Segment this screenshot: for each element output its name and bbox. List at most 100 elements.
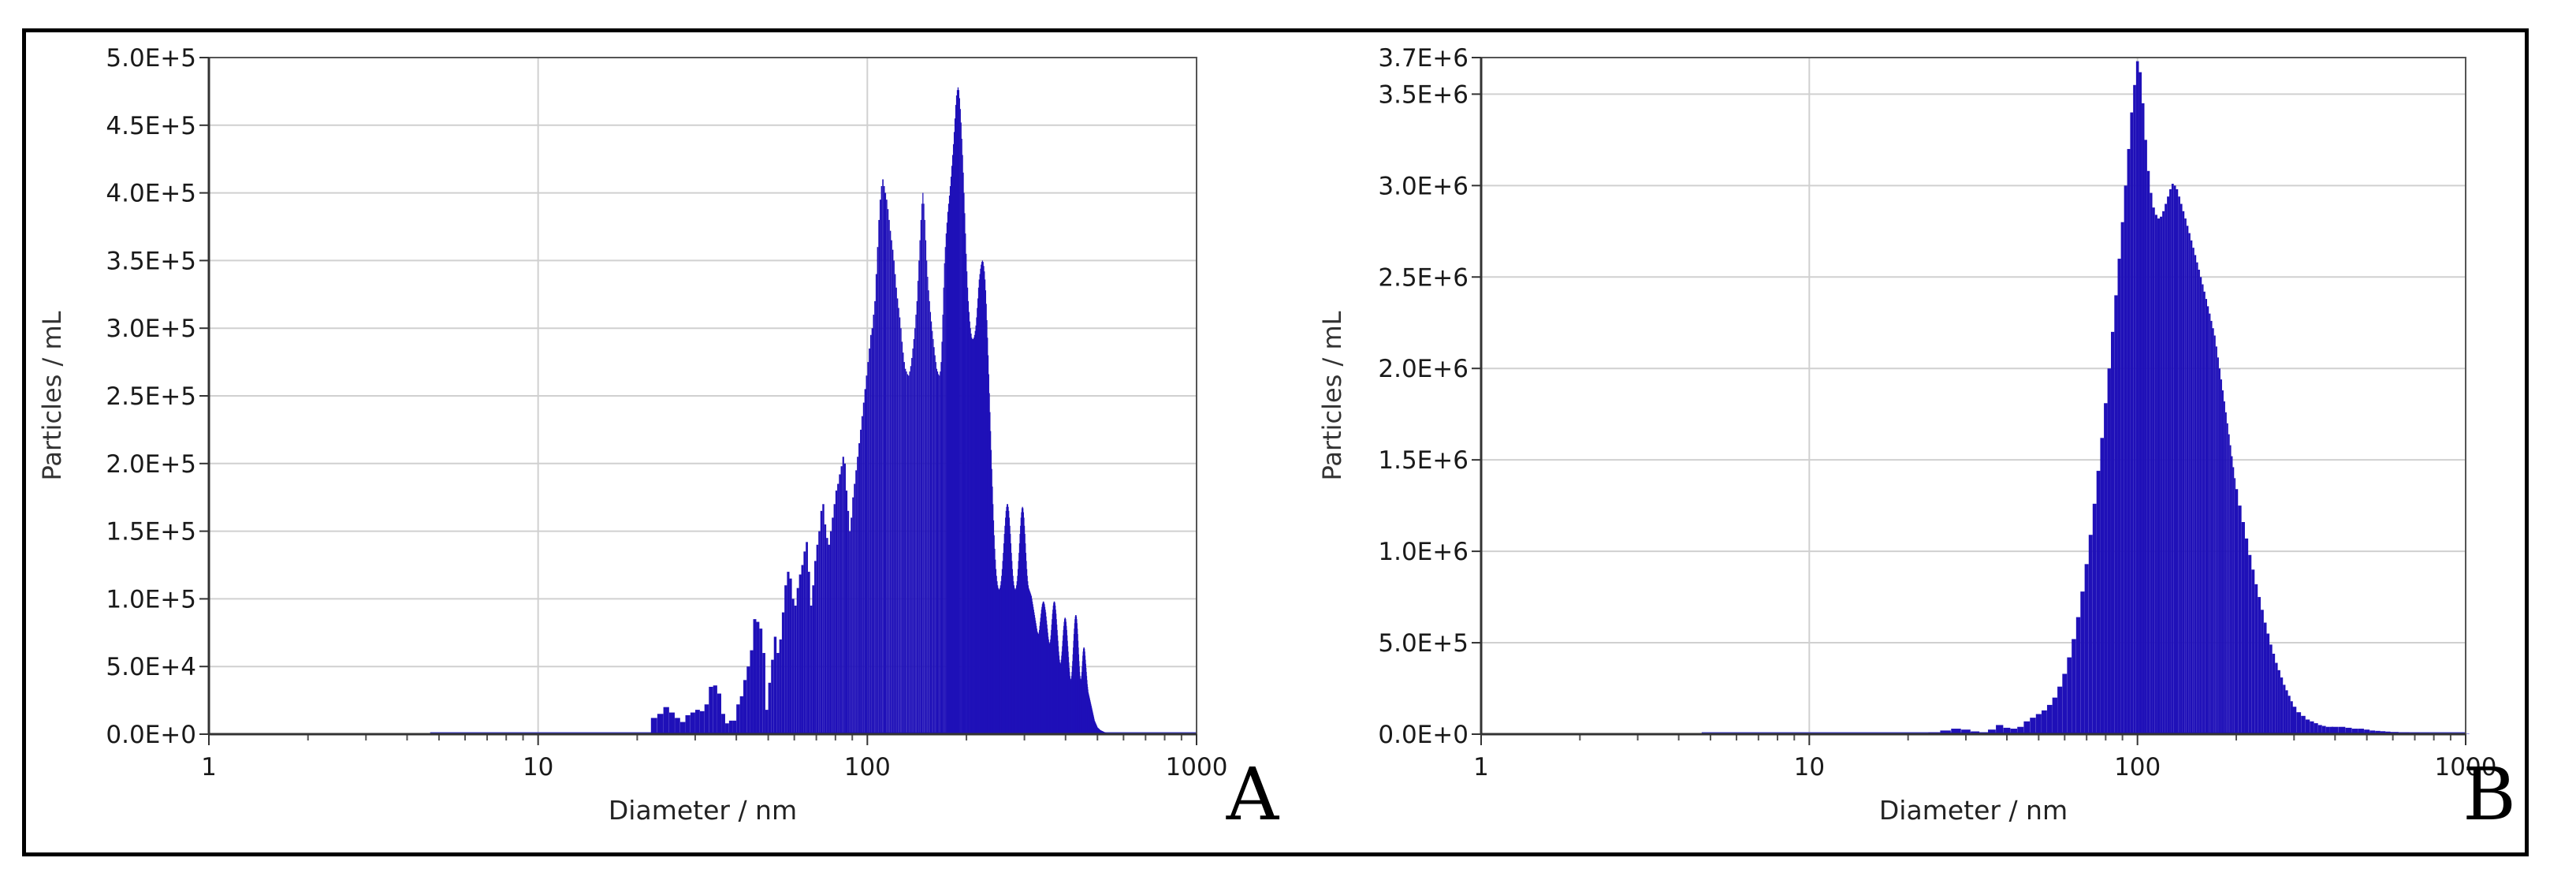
y-tick-label: 3.5E+6 <box>1378 80 1469 109</box>
bar <box>739 696 743 734</box>
bar <box>2114 295 2118 734</box>
bar <box>1000 585 1001 734</box>
bar <box>781 612 785 734</box>
bar <box>704 704 709 734</box>
bar <box>728 720 733 734</box>
bar <box>904 368 906 734</box>
y-tick-label: 1.5E+5 <box>106 518 196 546</box>
bar <box>2212 328 2214 734</box>
bar <box>1011 569 1014 734</box>
bar <box>1022 512 1024 734</box>
bar <box>985 304 987 734</box>
bar <box>926 260 928 734</box>
bar <box>891 240 892 734</box>
bar <box>2269 644 2273 734</box>
bar <box>906 374 909 734</box>
x-tick-label: 100 <box>844 753 891 781</box>
bar <box>927 276 929 734</box>
bar <box>2358 729 2364 734</box>
bar <box>972 338 973 734</box>
bar <box>861 416 863 734</box>
bar <box>822 504 825 734</box>
bar <box>901 341 903 734</box>
bar <box>990 431 992 734</box>
bar <box>779 639 782 734</box>
bar <box>967 300 970 734</box>
bar <box>869 334 872 734</box>
bar <box>918 260 920 734</box>
bar <box>966 287 969 735</box>
chart-panel-b: 0.0E+0 5.0E+5 1.0E+6 1.5E+6 2.0E+6 2.5E+6 3.0E… <box>1317 44 2516 837</box>
bar <box>2221 390 2224 734</box>
chart-panel-a: 0.0E+0 5.0E+4 1.0E+5 1.5E+5 2.0E+5 2.5E+5 3.0E… <box>37 44 1280 837</box>
bar <box>765 710 769 734</box>
bar <box>1020 525 1022 734</box>
y-tick-label: 1.5E+6 <box>1378 446 1469 475</box>
bar <box>996 581 998 734</box>
bar <box>818 531 821 734</box>
bar <box>2120 222 2124 734</box>
bar <box>964 213 966 735</box>
bar <box>1996 725 2004 734</box>
bar <box>2285 690 2288 734</box>
bar <box>801 565 804 734</box>
bar <box>2188 233 2191 734</box>
bar <box>2283 684 2286 734</box>
bar <box>2375 730 2381 734</box>
bar <box>974 330 976 734</box>
bar <box>997 587 1000 734</box>
bar <box>732 720 737 734</box>
bar <box>2169 188 2172 734</box>
y-tick-label: 3.0E+5 <box>106 315 196 343</box>
bar <box>882 179 884 734</box>
bar <box>2380 731 2386 734</box>
bar <box>2080 591 2085 734</box>
bar <box>771 659 774 734</box>
bar <box>743 680 747 734</box>
bar <box>1014 589 1016 734</box>
bar <box>839 474 841 734</box>
bar <box>2127 148 2131 735</box>
bar <box>857 457 859 734</box>
bar <box>944 247 946 734</box>
bar <box>988 374 989 734</box>
y-tick-label: 3.5E+5 <box>106 247 196 275</box>
bar <box>2124 185 2127 734</box>
panel-label: A <box>1226 752 1280 837</box>
bar <box>842 457 844 734</box>
y-tick-label: 4.5E+5 <box>106 112 196 140</box>
bar <box>2258 597 2261 734</box>
bar <box>2194 255 2197 734</box>
bar <box>860 429 862 734</box>
bar <box>796 587 799 734</box>
bar <box>976 317 977 734</box>
bar <box>1940 730 1951 734</box>
bar <box>2010 729 2018 734</box>
bar <box>2314 723 2318 734</box>
bar <box>2229 445 2232 734</box>
bar <box>2046 704 2053 734</box>
bar <box>679 722 686 734</box>
bar <box>2296 712 2302 734</box>
bar <box>989 412 991 734</box>
bar <box>812 585 815 734</box>
bar <box>970 328 971 734</box>
bar <box>983 266 985 734</box>
bar <box>2133 84 2136 734</box>
bar <box>806 542 808 734</box>
bar <box>936 368 938 734</box>
bar <box>940 362 942 734</box>
bar <box>2057 686 2063 734</box>
bar <box>851 517 853 734</box>
bar <box>916 300 918 734</box>
bar <box>1022 508 1024 734</box>
bar <box>750 650 754 734</box>
bar <box>963 192 965 735</box>
bar <box>1025 543 1026 734</box>
bar <box>1004 525 1006 734</box>
bar <box>1005 510 1007 734</box>
bar <box>965 233 966 734</box>
bar <box>887 209 889 734</box>
bar <box>1005 517 1007 734</box>
bar <box>794 605 797 734</box>
